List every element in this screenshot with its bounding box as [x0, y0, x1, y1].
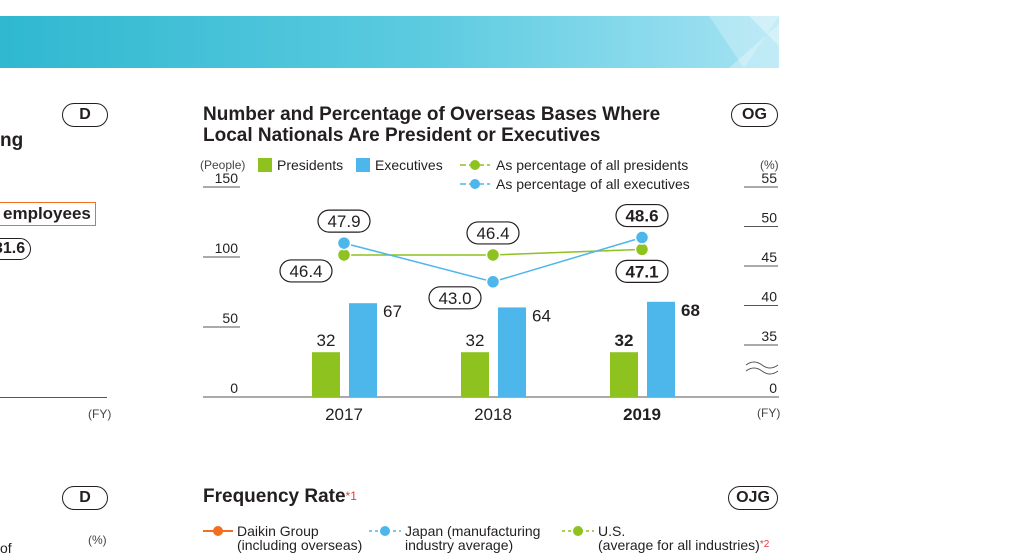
header-banner [0, 16, 779, 68]
left-axis-line [0, 397, 107, 398]
legend-pct-presidents-marker [460, 160, 490, 170]
freq-legend-japan-marker [369, 526, 401, 536]
left-value: 31.6 [0, 238, 32, 260]
freq-legend-japan-label: Japan (manufacturing industry average) [405, 523, 541, 553]
pct-executives-point [336, 235, 352, 251]
legend-pct-presidents: As percentage of all presidents [460, 157, 688, 173]
right-tick-label: 45 [761, 249, 777, 265]
legend-executives-swatch [356, 158, 370, 172]
right-tick-label: 55 [761, 170, 777, 186]
bar-executives [349, 303, 377, 397]
legend-executives: Executives [356, 157, 443, 173]
legend-pct-executives-label: As percentage of all executives [496, 176, 690, 192]
chart-title-line2: Local Nationals Are President or Executi… [203, 125, 601, 146]
legend-pct-executives-marker [460, 179, 490, 189]
left-unit-label: (People) [200, 158, 246, 172]
bar-executives-label: 68 [681, 301, 700, 320]
banner-decoration [709, 16, 779, 68]
right-unit-label: (%) [760, 158, 779, 172]
pct-executives-label-pill [317, 209, 371, 233]
pct-executives-point [485, 274, 501, 290]
pct-presidents-label: 47.1 [625, 262, 658, 281]
pct-presidents-label: 46.4 [289, 262, 322, 281]
bar-presidents [461, 352, 489, 397]
bar-presidents-label: 32 [317, 331, 336, 350]
freq-legend-us: U.S. (average for all industries)*2 [562, 524, 769, 552]
bar-presidents [610, 352, 638, 397]
right-tick-label: 0 [769, 380, 777, 396]
pct-presidents-point [634, 242, 650, 257]
bar-executives [647, 301, 675, 397]
x-tick-label: 2018 [474, 405, 512, 424]
left-bottom-fragment: of [0, 540, 12, 556]
left-title-fragment: ng [0, 130, 24, 151]
right-tick-label: 35 [761, 328, 777, 344]
pct-executives-point [634, 230, 650, 245]
x-tick-label: 2019 [623, 405, 661, 424]
legend-presidents-swatch [258, 158, 272, 172]
legend-executives-label: Executives [375, 157, 443, 173]
axis-break-icon [745, 367, 779, 375]
bar-presidents [312, 352, 340, 397]
left-tick-label: 50 [222, 310, 238, 326]
legend-presidents: Presidents [258, 157, 343, 173]
right-tick-label: 50 [761, 210, 777, 226]
bar-executives-label: 64 [532, 306, 551, 325]
legend-presidents-label: Presidents [277, 157, 344, 173]
pct-executives-label: 47.9 [327, 212, 360, 231]
bar-executives [498, 307, 526, 397]
pct-presidents-label-pill [279, 259, 333, 283]
freq-legend-japan: Japan (manufacturing industry average) [369, 524, 540, 552]
pct-presidents-point [485, 247, 501, 263]
left-tick-label: 150 [215, 170, 239, 186]
pct-executives-label: 43.0 [438, 289, 471, 308]
freq-legend-daikin-label: Daikin Group (including overseas) [237, 523, 363, 553]
bar-presidents-label: 32 [615, 331, 634, 350]
bar-executives-label: 67 [383, 302, 402, 321]
right-tick-label: 40 [761, 289, 777, 305]
freq-legend-us-marker [562, 526, 594, 536]
x-tick-label: 2017 [325, 405, 363, 424]
employees-label: employees [0, 202, 96, 226]
left-pct-label: (%) [88, 533, 107, 547]
left-fy-label: (FY) [88, 407, 112, 421]
freq-legend-daikin: Daikin Group (including overseas) [203, 524, 362, 552]
bar-presidents-label: 32 [466, 331, 485, 350]
pct-executives-label-pill [428, 286, 482, 310]
freq-legend-us-label: U.S. (average for all industries)*2 [598, 523, 770, 553]
left-tick-label: 100 [215, 240, 239, 256]
pct-presidents-label: 46.4 [476, 224, 509, 243]
chart-title-line1: Number and Percentage of Overseas Bases … [203, 104, 661, 125]
freq-legend-daikin-marker [203, 526, 233, 536]
left-tick-label: 0 [230, 380, 238, 396]
left-badge: D [62, 103, 108, 127]
legend-pct-executives: As percentage of all executives [460, 176, 690, 192]
pct-presidents-label-pill [466, 221, 520, 245]
chart-badge: OG [731, 103, 778, 127]
pct-presidents-label-pill [615, 259, 669, 284]
axis-break-icon [745, 361, 779, 369]
frequency-title: Frequency Rate*1 [203, 486, 357, 507]
frequency-title-note: *1 [345, 489, 357, 503]
pct-executives-label: 48.6 [625, 207, 658, 226]
pct-executives-label-pill [615, 203, 669, 228]
left-badge-bottom: D [62, 486, 108, 510]
legend-pct-presidents-label: As percentage of all presidents [496, 157, 689, 173]
frequency-badge: OJG [728, 486, 778, 510]
frequency-title-text: Frequency Rate [203, 486, 346, 507]
pct-presidents-point [336, 247, 352, 263]
x-unit-label: (FY) [757, 406, 781, 420]
